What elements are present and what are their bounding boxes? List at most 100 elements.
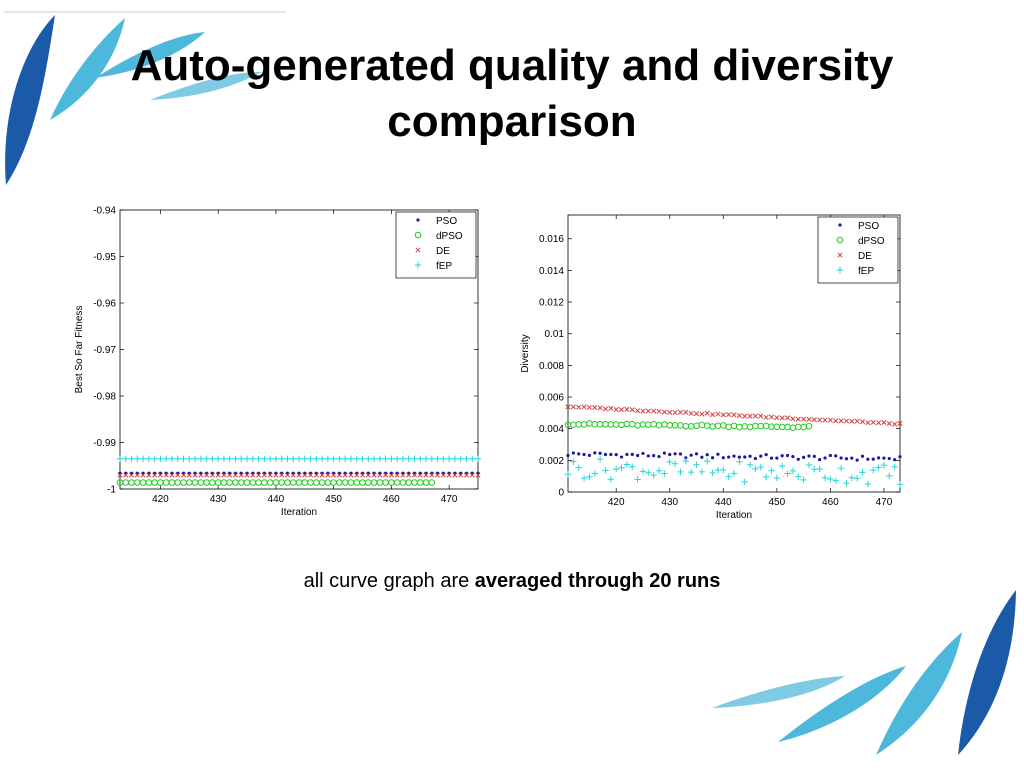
data-point <box>838 223 842 227</box>
y-axis-label: Best So Far Fitness <box>74 306 85 394</box>
data-point <box>640 408 646 414</box>
data-point <box>592 404 598 410</box>
data-point <box>157 472 163 478</box>
data-point <box>571 451 575 455</box>
data-point <box>261 472 267 478</box>
data-point <box>608 405 614 411</box>
data-point <box>892 421 898 427</box>
data-point <box>725 473 732 480</box>
plot-frame <box>567 214 901 493</box>
data-point <box>586 473 593 480</box>
data-point <box>834 454 838 458</box>
data-point <box>699 411 705 417</box>
data-point <box>319 472 325 478</box>
y-tick-label: 0.002 <box>539 456 564 467</box>
data-point <box>865 420 871 426</box>
data-point <box>428 479 436 486</box>
data-point <box>844 457 849 461</box>
data-point <box>603 452 608 457</box>
data-point <box>324 455 332 462</box>
data-point <box>128 455 135 462</box>
data-point <box>700 455 704 459</box>
data-point <box>463 472 470 478</box>
data-point <box>634 476 641 483</box>
data-point <box>758 413 764 419</box>
data-point <box>607 476 615 483</box>
data-point <box>667 409 673 416</box>
data-point <box>800 476 807 484</box>
series-pso <box>566 451 902 462</box>
data-point <box>463 455 470 462</box>
y-tick-label: 0 <box>558 488 564 499</box>
data-point <box>650 471 657 479</box>
data-point <box>730 470 738 477</box>
data-point <box>238 472 244 478</box>
data-point <box>727 455 731 459</box>
data-point <box>714 466 722 474</box>
data-point <box>353 455 360 462</box>
data-point <box>566 453 570 458</box>
data-point <box>383 472 389 478</box>
data-point <box>854 418 860 424</box>
data-point <box>593 451 597 455</box>
data-point <box>843 418 850 424</box>
data-point <box>784 470 791 477</box>
data-point <box>661 470 668 477</box>
y-axis-label: Diversity <box>520 334 531 372</box>
data-point <box>849 418 855 424</box>
data-point <box>370 455 378 462</box>
data-point <box>575 464 582 471</box>
data-point <box>577 452 581 456</box>
data-point <box>157 455 164 462</box>
data-point <box>609 452 613 457</box>
data-point <box>422 455 430 462</box>
data-point <box>313 472 319 478</box>
data-point <box>451 455 459 462</box>
slide-title: Auto-generated quality and diversity com… <box>40 38 984 150</box>
data-point <box>582 452 586 457</box>
data-point <box>668 452 672 457</box>
title-line-2: comparison <box>387 97 637 146</box>
data-point <box>848 474 856 481</box>
data-point <box>180 455 187 462</box>
data-point <box>688 410 694 416</box>
data-point <box>821 474 829 481</box>
data-point <box>238 455 245 462</box>
data-point <box>881 419 887 426</box>
data-point <box>752 413 758 419</box>
data-point <box>796 457 800 461</box>
data-point <box>376 455 384 462</box>
data-point <box>850 456 854 460</box>
data-point <box>812 454 816 459</box>
data-point <box>365 455 372 462</box>
data-point <box>774 415 780 421</box>
x-tick-label: 460 <box>822 497 839 508</box>
data-point <box>876 420 882 426</box>
data-point <box>564 470 572 478</box>
x-tick-label: 450 <box>325 494 342 505</box>
data-point <box>302 472 308 478</box>
legend-box <box>395 211 477 279</box>
y-tick-label: 0.006 <box>539 393 564 404</box>
data-point <box>859 419 866 425</box>
data-point <box>423 472 429 478</box>
data-point <box>662 451 666 455</box>
data-point <box>414 231 422 239</box>
data-point <box>897 420 903 426</box>
data-point <box>720 412 726 418</box>
data-point <box>822 417 828 423</box>
data-point <box>140 472 146 478</box>
data-point <box>416 218 420 222</box>
y-tick-label: 0.01 <box>545 329 565 340</box>
data-point <box>598 451 602 455</box>
data-point <box>645 408 651 414</box>
data-point <box>785 453 790 458</box>
y-tick-label: 0.008 <box>539 361 564 372</box>
data-point <box>440 472 446 478</box>
data-point <box>855 458 859 462</box>
data-point <box>757 463 764 471</box>
data-point <box>652 454 656 458</box>
data-point <box>853 475 861 482</box>
data-point <box>220 455 228 462</box>
x-tick-label: 430 <box>210 494 227 505</box>
